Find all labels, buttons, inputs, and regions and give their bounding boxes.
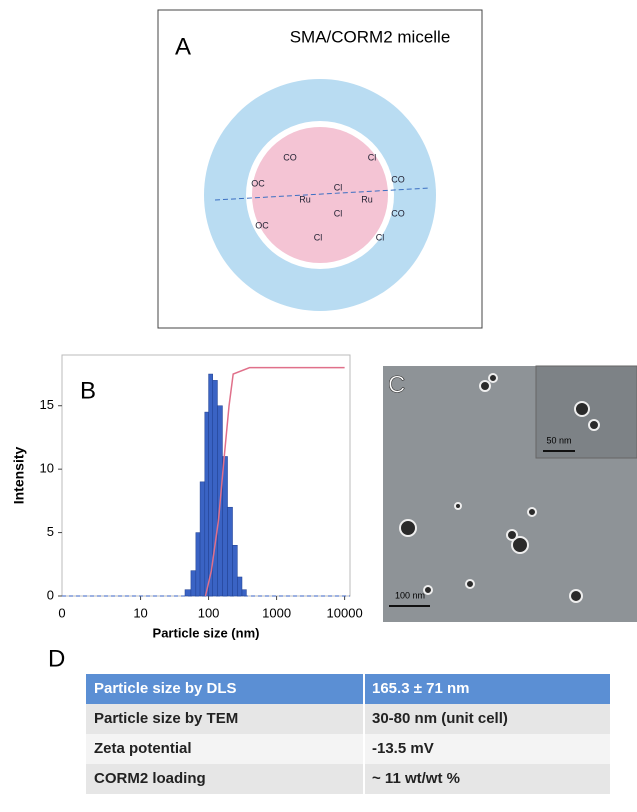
scale-label: 100 nm — [395, 590, 425, 600]
table-cell: Zeta potential — [94, 740, 192, 757]
atom-label: Cl — [368, 152, 377, 162]
panel-label: B — [80, 377, 96, 404]
bar — [228, 507, 233, 596]
table-cell: CORM2 loading — [94, 770, 206, 787]
table: Particle size by DLS 165.3 ± 71 nm Particl… — [86, 674, 610, 794]
atom-label: CO — [391, 208, 405, 218]
x-tick-label: 0 — [58, 605, 65, 620]
atom-label: Cl — [334, 208, 343, 218]
y-tick-label: 10 — [40, 461, 54, 476]
atom-label: Ru — [299, 194, 311, 204]
atom-label: Ru — [361, 194, 373, 204]
figure: A SMA/CORM2 micelle CO Cl OC CO Ru Cl Ru Cl OC CO… — [0, 0, 637, 812]
bar — [205, 412, 209, 596]
y-axis-label: Intensity — [11, 447, 27, 505]
header-cell: 165.3 ± 71 nm — [372, 680, 469, 697]
bar — [233, 545, 238, 596]
bar — [242, 590, 246, 596]
x-axis-label: Particle size (nm) — [153, 625, 260, 640]
x-tick-label: 10000 — [327, 605, 363, 620]
x-tick-label: 1000 — [262, 605, 291, 620]
bar — [222, 456, 227, 596]
bar — [185, 590, 191, 596]
panel-label: C — [388, 371, 405, 398]
panel-label: A — [175, 33, 191, 60]
chart: 0 5 10 15 10 100 1000 10000 0 Particle size (nm) I… — [11, 355, 363, 640]
page: A SMA/CORM2 micelle CO Cl OC CO Ru Cl Ru Cl OC CO… — [0, 0, 637, 812]
atom-label: Cl — [334, 182, 343, 192]
table-cell: ~ 11 wt/wt % — [372, 770, 460, 787]
table-cell: 30-80 nm (unit cell) — [372, 710, 508, 727]
y-tick-label: 5 — [47, 524, 54, 539]
atom-label: Cl — [314, 232, 323, 242]
atom-label: OC — [255, 220, 269, 230]
x-tick-label: 100 — [198, 605, 220, 620]
bar — [237, 577, 242, 596]
x-tick-label: 10 — [133, 605, 147, 620]
panel-label: D — [48, 645, 65, 672]
panel-title: SMA/CORM2 micelle — [290, 27, 451, 46]
bar — [191, 571, 196, 596]
atom-label: OC — [251, 178, 265, 188]
scale-label: 50 nm — [546, 435, 571, 445]
table-cell: Particle size by TEM — [94, 710, 238, 727]
header-cell: Particle size by DLS — [94, 680, 237, 697]
y-tick-label: 15 — [40, 397, 54, 412]
bar — [213, 380, 218, 596]
atom-label: CO — [283, 152, 297, 162]
atom-label: Cl — [376, 232, 385, 242]
atom-label: CO — [391, 174, 405, 184]
bar — [196, 533, 200, 596]
y-tick-label: 0 — [47, 587, 54, 602]
bar — [200, 482, 205, 596]
table-cell: -13.5 mV — [372, 740, 434, 757]
